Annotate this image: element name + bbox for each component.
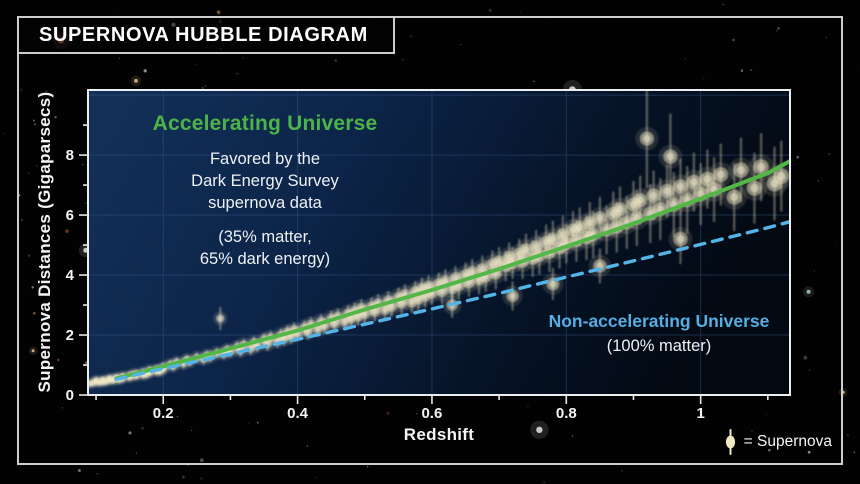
non-accelerating-universe-annotation: Non-accelerating Universe (100% matter)	[503, 311, 815, 358]
plot-data	[88, 90, 790, 390]
accelerating-line	[114, 159, 790, 381]
plot-border	[87, 89, 791, 396]
svg-text:0: 0	[66, 387, 74, 404]
accelerating-note: (35% matter, 65% dark energy)	[199, 228, 331, 269]
non-accelerating-line	[114, 219, 790, 382]
accelerating-body: Favored by the Dark Energy Survey supern…	[191, 150, 339, 212]
accelerating-heading: Accelerating Universe	[152, 112, 378, 135]
accelerating-universe-annotation: Accelerating Universe Favored by the Dar…	[112, 112, 418, 271]
svg-text:4: 4	[66, 267, 75, 284]
page-title: SUPERNOVA HUBBLE DIAGRAM	[39, 23, 368, 46]
x-axis-label: Redshift	[403, 425, 475, 444]
svg-text:0.2: 0.2	[153, 405, 174, 422]
y-axis-label: Supernova Distances (Gigaparsecs)	[35, 91, 54, 393]
svg-text:2: 2	[66, 327, 74, 344]
axis-ticks	[79, 124, 769, 404]
tick-labels: 0.2 0.4 0.6 0.8 1 0 2 4 6 8	[66, 147, 705, 422]
svg-text:0.6: 0.6	[421, 405, 442, 422]
title-box: SUPERNOVA HUBBLE DIAGRAM	[17, 16, 395, 54]
supernova-legend: = Supernova	[724, 429, 832, 455]
svg-text:8: 8	[66, 147, 74, 164]
svg-text:6: 6	[66, 207, 74, 224]
supernova-legend-label: = Supernova	[743, 433, 832, 450]
svg-text:0.8: 0.8	[556, 405, 577, 422]
non-accelerating-heading: Non-accelerating Universe	[548, 311, 770, 331]
non-accelerating-note: (100% matter)	[606, 337, 712, 355]
supernova-point-icon	[724, 429, 737, 455]
svg-text:1: 1	[697, 405, 705, 422]
svg-text:0.4: 0.4	[287, 405, 309, 422]
